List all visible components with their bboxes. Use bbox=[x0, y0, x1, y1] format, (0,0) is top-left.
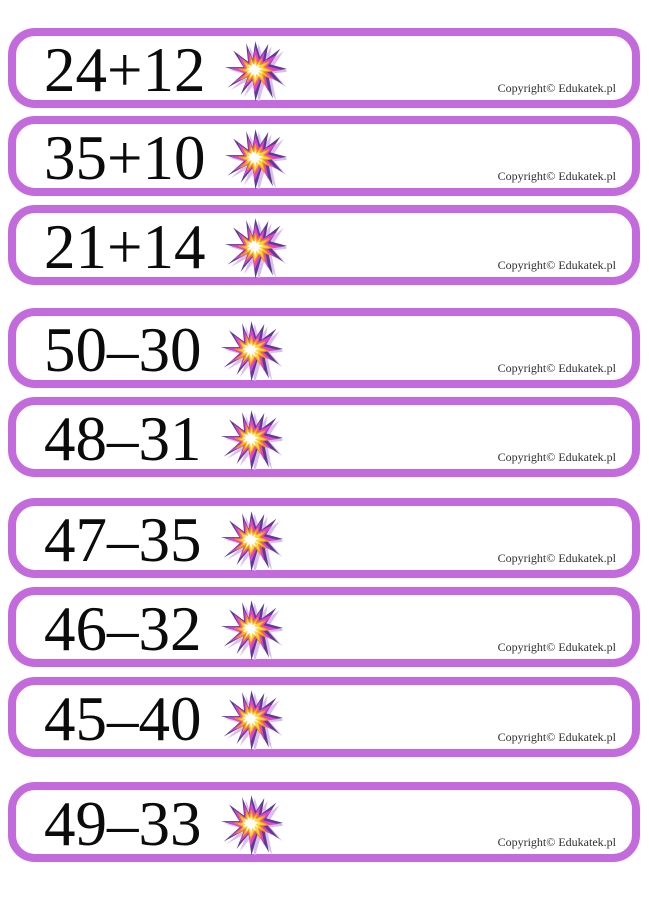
starburst-icon bbox=[217, 318, 283, 381]
copyright-text: Copyright© Edukatek.pl bbox=[497, 639, 616, 654]
starburst-icon bbox=[217, 687, 283, 750]
starburst-icon bbox=[221, 215, 287, 278]
copyright-text: Copyright© Edukatek.pl bbox=[497, 449, 616, 464]
math-expression: 46–32 bbox=[44, 593, 202, 664]
copyright-text: Copyright© Edukatek.pl bbox=[497, 360, 616, 375]
starburst-icon bbox=[221, 126, 287, 189]
flashcard: 48–31 Copyright© Edukatek.pl bbox=[8, 397, 640, 477]
math-expression: 48–31 bbox=[44, 403, 202, 474]
starburst-icon bbox=[217, 508, 283, 571]
math-expression: 45–40 bbox=[44, 683, 202, 754]
starburst-icon bbox=[217, 597, 283, 660]
copyright-text: Copyright© Edukatek.pl bbox=[497, 257, 616, 272]
math-expression: 47–35 bbox=[44, 504, 202, 575]
flashcard: 35+10 Copyright© Edukatek.pl bbox=[8, 116, 640, 196]
math-expression: 50–30 bbox=[44, 314, 202, 385]
flashcard: 24+12 Copyright© Edukatek.pl bbox=[8, 28, 640, 108]
copyright-text: Copyright© Edukatek.pl bbox=[497, 80, 616, 95]
starburst-icon bbox=[221, 38, 287, 101]
copyright-text: Copyright© Edukatek.pl bbox=[497, 834, 616, 849]
flashcard: 50–30 Copyright© Edukatek.pl bbox=[8, 308, 640, 388]
copyright-text: Copyright© Edukatek.pl bbox=[497, 550, 616, 565]
math-expression: 21+14 bbox=[44, 211, 206, 282]
flashcard: 45–40 Copyright© Edukatek.pl bbox=[8, 677, 640, 757]
copyright-text: Copyright© Edukatek.pl bbox=[497, 729, 616, 744]
math-expression: 35+10 bbox=[44, 122, 206, 193]
flashcard: 46–32 Copyright© Edukatek.pl bbox=[8, 587, 640, 667]
copyright-text: Copyright© Edukatek.pl bbox=[497, 168, 616, 183]
flashcard: 49–33 Copyright© Edukatek.pl bbox=[8, 782, 640, 862]
starburst-icon bbox=[217, 407, 283, 470]
flashcard: 47–35 Copyright© Edukatek.pl bbox=[8, 498, 640, 578]
starburst-icon bbox=[217, 792, 283, 855]
flashcard: 21+14 Copyright© Edukatek.pl bbox=[8, 205, 640, 285]
math-expression: 24+12 bbox=[44, 34, 206, 105]
math-expression: 49–33 bbox=[44, 788, 202, 859]
